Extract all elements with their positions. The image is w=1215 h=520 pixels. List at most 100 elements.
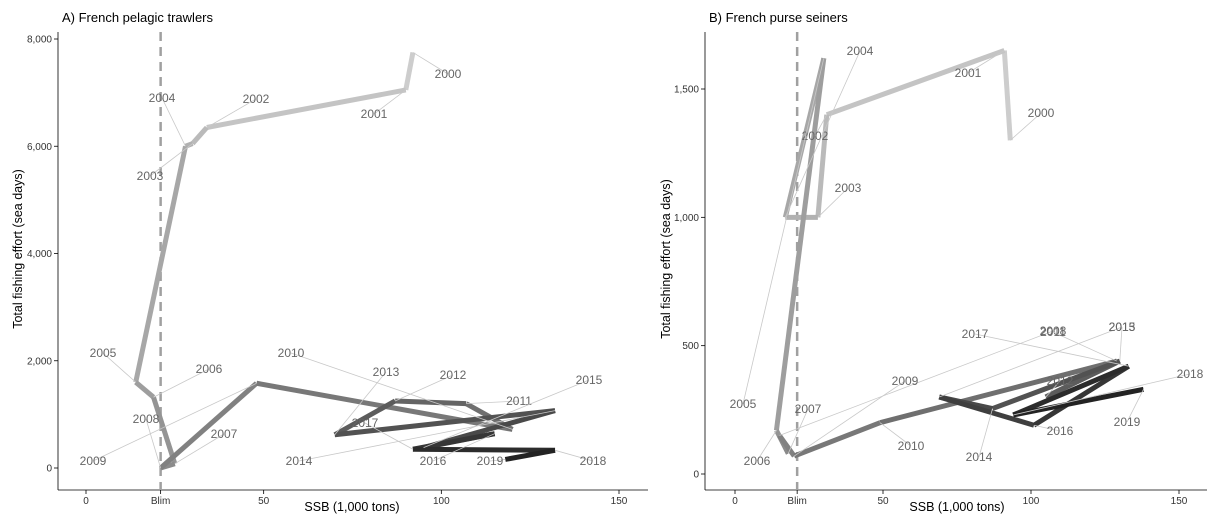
panel-b-year-leader bbox=[1013, 373, 1191, 416]
panel-a-year-label: 2002 bbox=[243, 92, 270, 106]
panel-a-trajectory-segment bbox=[334, 408, 556, 438]
panel-b-year-label: 2016 bbox=[1047, 424, 1074, 438]
panel-b-year-leader bbox=[1010, 112, 1042, 141]
panel-b-year-label: 2005 bbox=[730, 397, 757, 411]
panel-a-year-leader bbox=[290, 352, 513, 430]
panel-a-year-label: 2008 bbox=[133, 412, 160, 426]
panel-b-year-label: 2008 bbox=[1040, 324, 1067, 338]
panel-b-trajectory-segment bbox=[938, 394, 1035, 428]
panel-a-x-tick-label: 0 bbox=[83, 496, 89, 507]
panel-b-x-tick-label: Blim bbox=[787, 496, 806, 507]
panel-a-y-tick-label: 6,000 bbox=[27, 142, 52, 153]
panel-a-year-leader bbox=[432, 433, 495, 462]
panel-b-year-leader bbox=[756, 430, 777, 462]
panel-a-year-label: 2012 bbox=[440, 368, 467, 382]
panel-a-title: A) French pelagic trawlers bbox=[62, 10, 213, 25]
panel-b-year-label: 2007 bbox=[795, 402, 822, 416]
panel-a-year-label: 2007 bbox=[211, 427, 238, 441]
panel-a-axes: 0 Blim 50 100 150 0 2,000 4,000 6,000 8,000 bbox=[27, 32, 648, 507]
panel-b-year-leader bbox=[784, 50, 861, 218]
panel-a-year-label: 2003 bbox=[137, 169, 164, 183]
panel-a-trajectory bbox=[133, 51, 556, 471]
panel-a-trajectory-segment bbox=[158, 381, 259, 470]
panel-a-trajectory-segment bbox=[133, 145, 188, 383]
panel-a-trajectory-segment bbox=[190, 125, 209, 146]
panel-b-y-tick-label: 500 bbox=[682, 341, 699, 352]
panel-a-year-leader bbox=[161, 97, 186, 147]
panel-b-trajectory-segment bbox=[1012, 386, 1144, 418]
panel-a-year-leader bbox=[364, 422, 414, 450]
panel-b-year-leader bbox=[793, 380, 906, 457]
panel-a-trajectory-segment bbox=[134, 380, 156, 400]
panel-b-year-label: 2004 bbox=[847, 44, 874, 58]
panel-a-year-leader bbox=[102, 352, 137, 383]
panel-a-year-label: 2005 bbox=[90, 346, 117, 360]
panel-b-x-tick-label: 50 bbox=[877, 496, 889, 507]
panel-a-year-label: 2006 bbox=[196, 362, 223, 376]
panel-b-year-leader bbox=[967, 50, 1005, 74]
panel-b-year-leader bbox=[978, 408, 993, 458]
panel-b-year-leader bbox=[974, 333, 1129, 367]
panel-a-year-leader bbox=[298, 410, 556, 462]
panel-b-x-tick-label: 150 bbox=[1171, 496, 1188, 507]
panel-b-year-leader bbox=[814, 114, 828, 137]
panel-a-year-leader bbox=[554, 449, 594, 462]
panel-a: A) French pelagic trawlers Total fishing… bbox=[11, 10, 648, 514]
panel-b-x-tick-label: 0 bbox=[732, 496, 738, 507]
panel-b-year-leader bbox=[787, 408, 809, 454]
panel-b-x-axis-title: SSB (1,000 tons) bbox=[909, 500, 1004, 514]
panel-a-year-leader bbox=[489, 459, 506, 462]
panel-b-year-leader bbox=[1119, 326, 1123, 362]
panel-b-year-label: 2018 bbox=[1177, 367, 1204, 381]
panel-b-year-label: 2002 bbox=[802, 129, 829, 143]
panel-a-year-label: 2019 bbox=[477, 454, 504, 468]
panel-a-year-leader bbox=[153, 368, 210, 398]
panel-b-year-leader bbox=[817, 187, 849, 218]
panel-a-year-label: 2001 bbox=[361, 107, 388, 121]
panel-b-year-label: 2015 bbox=[1109, 320, 1136, 334]
panel-a-year-label: 2014 bbox=[286, 454, 313, 468]
panel-b-trajectory-segment bbox=[879, 358, 1118, 426]
panel-a-year-label: 2018 bbox=[580, 454, 607, 468]
panel-b-y-axis-title: Total fishing effort (sea days) bbox=[659, 179, 673, 339]
panel-b-axes: 0 Blim 50 100 150 0 500 1,000 1,500 bbox=[674, 32, 1207, 507]
panel-b-year-labels: 2000 2001 2002 2003 2004 2005 2006 2007 2008 2009… bbox=[730, 44, 1204, 468]
panel-b-trajectory-segment bbox=[793, 420, 881, 459]
panel-b-trajectory-segment bbox=[777, 434, 797, 458]
panel-a-year-leader bbox=[92, 382, 257, 462]
panel-b-trajectory-segment bbox=[815, 114, 830, 218]
panel-a-trajectory-segment bbox=[504, 447, 556, 462]
panel-a-year-leader bbox=[373, 89, 407, 115]
panel-a-year-leader bbox=[394, 374, 454, 402]
panel-a-year-leader bbox=[149, 143, 193, 177]
panel-a-trajectory-segment bbox=[412, 446, 556, 453]
panel-b: B) French purse seiners Total fishing ef… bbox=[659, 10, 1207, 514]
panel-a-year-leader bbox=[174, 433, 225, 465]
panel-b-y-tick-label: 1,500 bbox=[674, 85, 699, 96]
panel-b-trajectory-segment bbox=[825, 48, 1006, 118]
panel-b-y-tick-label: 0 bbox=[693, 470, 699, 481]
panel-a-year-leader bbox=[334, 371, 387, 436]
panel-a-x-tick-label: Blim bbox=[151, 496, 170, 507]
panel-b-year-leader bbox=[742, 58, 825, 405]
panel-b-year-label: 2017 bbox=[962, 327, 989, 341]
panel-b-year-leader bbox=[779, 330, 1054, 436]
panel-a-year-label: 2016 bbox=[420, 454, 447, 468]
panel-a-y-tick-label: 4,000 bbox=[27, 249, 52, 260]
panel-a-trajectory-segment bbox=[333, 398, 397, 437]
panel-a-year-label: 2004 bbox=[149, 91, 176, 105]
panel-a-year-label: 2017 bbox=[352, 416, 379, 430]
panel-b-title: B) French purse seiners bbox=[709, 10, 848, 25]
panel-a-year-label: 2011 bbox=[506, 394, 532, 408]
panel-a-year-label: 2010 bbox=[278, 346, 305, 360]
panel-b-year-label: 2006 bbox=[744, 454, 771, 468]
panel-a-year-label: 2013 bbox=[373, 365, 400, 379]
panel-a-trajectory-segment bbox=[151, 396, 178, 465]
panel-b-trajectory-segment bbox=[1012, 363, 1130, 418]
panel-a-x-axis-title: SSB (1,000 tons) bbox=[304, 500, 399, 514]
panel-b-year-label: 2013 bbox=[1109, 320, 1136, 334]
panel-a-trajectory-segment bbox=[395, 398, 467, 407]
panel-b-year-leader bbox=[1045, 380, 1061, 398]
panel-a-year-labels: 2000 2001 2002 2003 2004 2005 2006 2007 2008 2009… bbox=[80, 52, 607, 469]
